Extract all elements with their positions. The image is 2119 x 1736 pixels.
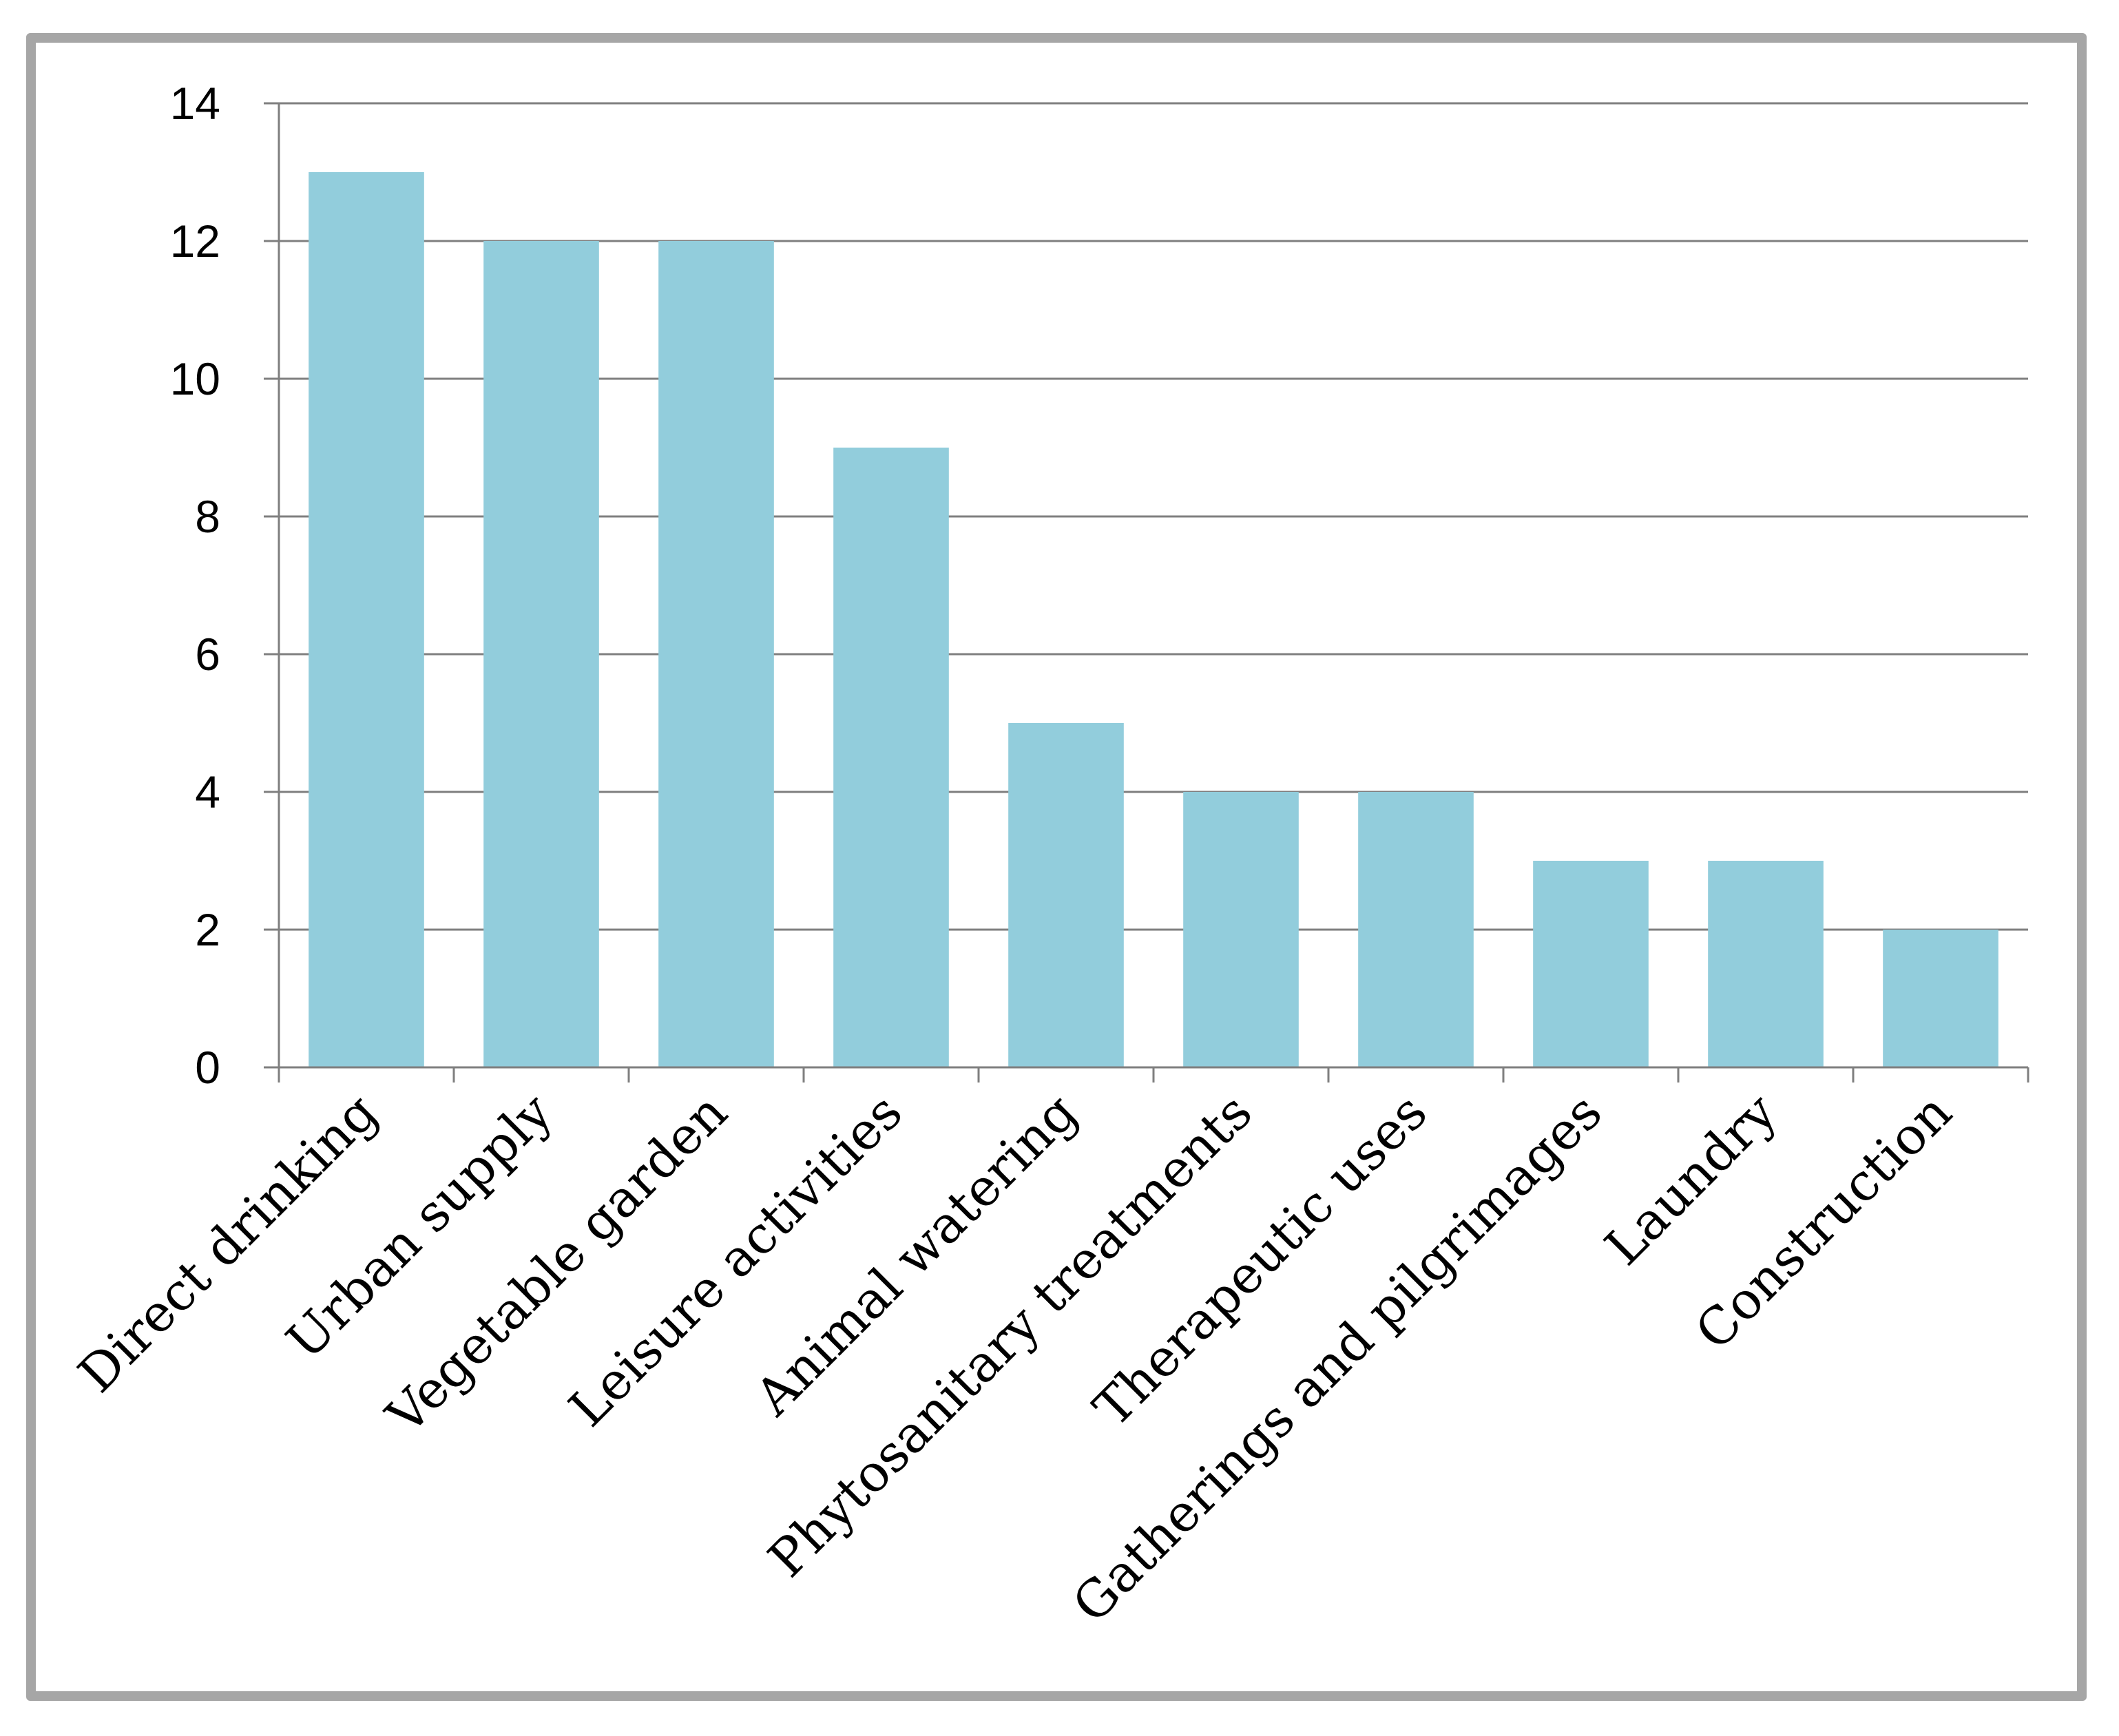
x-category-label: Therapeutic uses — [1083, 1083, 1439, 1439]
y-tick-label: 12 — [170, 216, 220, 266]
y-tick-label: 4 — [195, 766, 220, 817]
bar-laundry — [1708, 861, 1824, 1067]
x-category-label: Direct drinking — [67, 1083, 389, 1404]
y-tick-label: 14 — [170, 78, 220, 129]
bar-vegetable-garden — [658, 241, 774, 1067]
bar-gatherings-and-pilgrimages — [1533, 861, 1649, 1067]
y-tick-label: 2 — [195, 904, 220, 955]
bar-phytosanitary-treatments — [1183, 792, 1299, 1067]
y-tick-label: 0 — [195, 1042, 220, 1093]
bar-therapeutic-uses — [1358, 792, 1474, 1067]
y-tick-label: 10 — [170, 353, 220, 404]
y-tick-labels: 0 2 4 6 8 10 12 14 — [170, 78, 220, 1093]
bar-construction — [1883, 930, 1998, 1067]
bar-urban-supply — [483, 241, 599, 1067]
y-tick-label: 6 — [195, 629, 220, 680]
y-tick-label: 8 — [195, 491, 220, 542]
x-category-label: Animal watering — [744, 1083, 1089, 1428]
axes — [264, 102, 2029, 1083]
bars — [309, 172, 1998, 1067]
bar-direct-drinking — [309, 172, 424, 1067]
x-category-label: Vegetable garden — [375, 1083, 739, 1446]
bar-animal-watering — [1008, 723, 1124, 1067]
bar-leisure-activities — [833, 448, 949, 1067]
x-category-label: Leisure activities — [558, 1083, 914, 1439]
